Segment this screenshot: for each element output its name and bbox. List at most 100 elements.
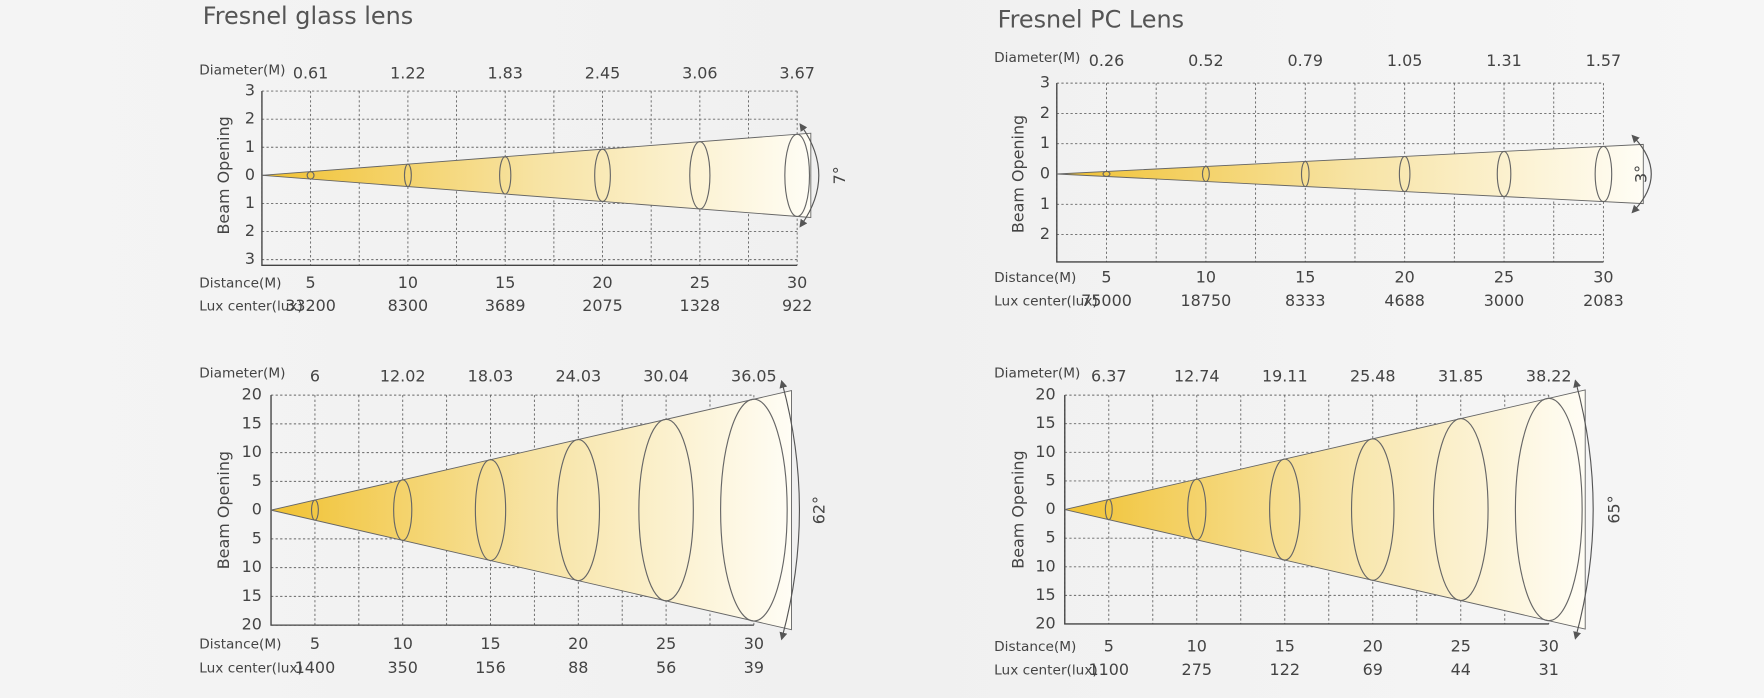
lux-value: 156 xyxy=(475,658,505,677)
beam-section xyxy=(1514,397,1583,622)
lux-value: 2083 xyxy=(1583,291,1624,310)
beam-section xyxy=(594,148,611,203)
distance-value: 30 xyxy=(787,273,807,292)
beam-tick: 2 xyxy=(245,109,255,128)
diameter-value: 31.85 xyxy=(1438,366,1484,385)
lux-value: 8333 xyxy=(1285,291,1326,310)
diameter-value: 1.31 xyxy=(1486,51,1522,70)
diameter-value: 3.06 xyxy=(682,64,718,83)
diameter-label: Diameter(M) xyxy=(199,365,285,381)
angle-label: 65° xyxy=(1604,495,1623,523)
beam-section xyxy=(1102,170,1111,178)
diameter-value: 0.52 xyxy=(1188,51,1224,70)
beam-tick: 20 xyxy=(242,385,262,404)
beam-tick: 2 xyxy=(1040,224,1050,243)
diameter-value: 12.74 xyxy=(1174,366,1220,385)
diameter-label: Diameter(M) xyxy=(199,63,285,79)
beam-tick: 5 xyxy=(252,471,262,490)
angle-arc xyxy=(1631,134,1652,214)
beam-tick: 1 xyxy=(1040,133,1050,152)
angle-arc xyxy=(779,379,800,641)
diameter-value: 1.22 xyxy=(390,64,426,83)
lux-value: 122 xyxy=(1270,660,1300,679)
diameter-value: 19.11 xyxy=(1262,366,1308,385)
beam-section xyxy=(1201,165,1210,183)
distance-value: 10 xyxy=(398,273,418,292)
distance-value: 25 xyxy=(690,273,710,292)
diameter-value: 1.05 xyxy=(1387,51,1423,70)
beam-section xyxy=(1432,418,1489,602)
lux-value: 33200 xyxy=(285,296,336,315)
lux-value: 31 xyxy=(1539,660,1559,679)
distance-value: 25 xyxy=(1451,636,1471,655)
beam-tick: 0 xyxy=(252,500,262,519)
beam-label: Beam Opening xyxy=(1009,450,1028,568)
distance-value: 5 xyxy=(306,273,316,292)
beam-cone xyxy=(1064,389,1586,630)
beam-section xyxy=(499,156,512,195)
lux-value: 39 xyxy=(744,658,764,677)
diameter-value: 36.05 xyxy=(731,366,777,385)
beam-tick: 10 xyxy=(242,557,262,576)
beam-tick: 5 xyxy=(1046,470,1056,489)
distance-value: 25 xyxy=(656,634,676,653)
beam-section xyxy=(784,133,811,218)
lux-label: Lux center(lux) xyxy=(199,660,303,676)
diameter-value: 38.22 xyxy=(1526,366,1572,385)
beam-section xyxy=(1398,155,1411,193)
beam-tick: 20 xyxy=(1035,613,1055,632)
distance-value: 20 xyxy=(1395,267,1415,286)
beam-tick: 5 xyxy=(1046,528,1056,547)
beam-tick: 10 xyxy=(242,442,262,461)
diameter-value: 6.37 xyxy=(1091,366,1127,385)
diameter-value: 1.83 xyxy=(487,64,523,83)
beam-section xyxy=(689,141,711,210)
beam-section xyxy=(638,418,694,602)
lux-value: 56 xyxy=(656,658,676,677)
distance-value: 15 xyxy=(480,634,500,653)
beam-label: Beam Opening xyxy=(214,451,233,569)
beam-section xyxy=(1496,150,1512,198)
diameter-value: 25.48 xyxy=(1350,366,1396,385)
frame xyxy=(270,395,754,626)
beam-tick: 3 xyxy=(245,81,255,100)
distance-value: 10 xyxy=(1196,267,1216,286)
beam-tick: 15 xyxy=(242,586,262,605)
beam-tick: 0 xyxy=(1046,499,1056,518)
lux-value: 922 xyxy=(782,296,812,315)
beam-tick: 10 xyxy=(1035,442,1055,461)
lux-value: 4688 xyxy=(1384,291,1425,310)
beam-section xyxy=(393,479,413,541)
diameter-value: 24.03 xyxy=(555,366,601,385)
distance-label: Distance(M) xyxy=(994,270,1076,286)
beam-section xyxy=(474,459,507,562)
distance-value: 30 xyxy=(744,634,764,653)
beam-tick: 2 xyxy=(245,221,255,240)
lux-value: 2075 xyxy=(582,296,623,315)
distance-value: 20 xyxy=(568,634,588,653)
distance-value: 5 xyxy=(1101,267,1111,286)
distance-value: 20 xyxy=(592,273,612,292)
distance-label: Distance(M) xyxy=(199,636,281,652)
lux-value: 75000 xyxy=(1081,291,1132,310)
angle-label: 62° xyxy=(809,496,828,524)
beam-section xyxy=(1350,438,1395,581)
distance-value: 15 xyxy=(1295,267,1315,286)
lux-value: 88 xyxy=(568,658,588,677)
distance-label: Distance(M) xyxy=(199,276,281,292)
diameter-value: 6 xyxy=(310,366,320,385)
beam-tick: 15 xyxy=(242,413,262,432)
beam-tick: 3 xyxy=(1040,73,1050,92)
lux-label: Lux center(lux) xyxy=(994,294,1098,310)
frame xyxy=(1064,395,1549,625)
distance-value: 20 xyxy=(1363,636,1383,655)
lux-value: 8300 xyxy=(388,296,429,315)
beam-tick: 1 xyxy=(245,193,255,212)
beam-section xyxy=(1269,458,1301,561)
beam-tick: 3 xyxy=(245,249,255,268)
distance-value: 30 xyxy=(1593,267,1613,286)
lux-value: 275 xyxy=(1182,660,1212,679)
beam-tick: 0 xyxy=(245,165,255,184)
distance-value: 5 xyxy=(1104,636,1114,655)
beam-section xyxy=(1300,160,1310,188)
